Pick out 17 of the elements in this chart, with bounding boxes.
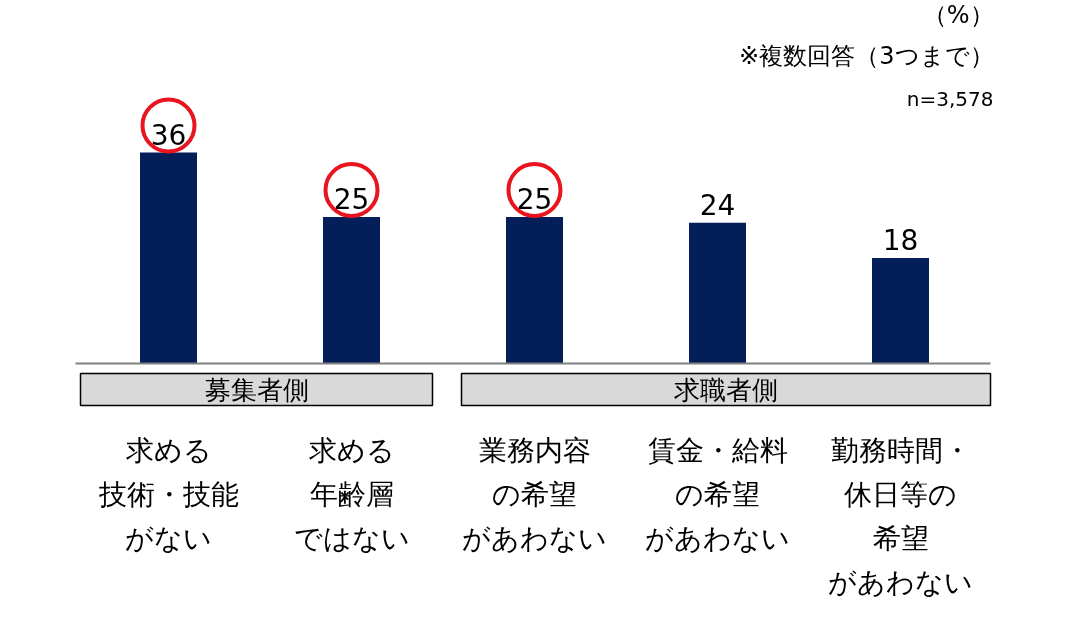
- text: ※複数回答（3つまで）: [739, 41, 994, 70]
- bar: [689, 222, 746, 364]
- x-tick-label: 業務内容の希望があわない: [462, 434, 607, 555]
- text: n=3,578: [906, 86, 994, 111]
- text: （%）: [922, 0, 994, 29]
- data-label: 25: [516, 183, 553, 216]
- x-tick-label: 勤務時間・休日等の希望があわない: [828, 434, 973, 599]
- bar: [872, 258, 929, 364]
- data-label: 24: [699, 188, 736, 222]
- text: 募集者側: [204, 374, 309, 405]
- data-label: 25: [333, 183, 370, 216]
- text: 求職者側: [674, 374, 778, 405]
- data-label: 18: [882, 224, 919, 258]
- data-label: 36: [150, 118, 187, 152]
- x-tick-label: 賃金・給料の希望があわない: [645, 434, 790, 555]
- x-tick-label: 求める技術・技能がない: [97, 434, 239, 555]
- x-tick-label: 求める年齢層ではない: [293, 434, 410, 555]
